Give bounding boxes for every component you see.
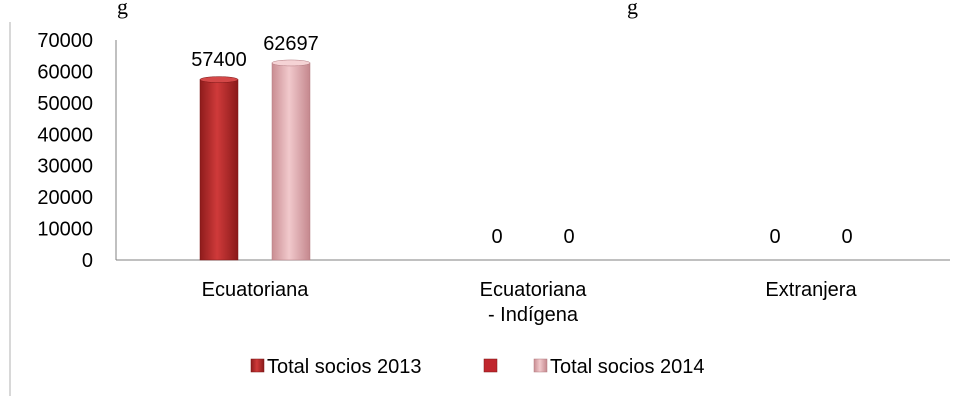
- y-tick-label: 70000: [37, 30, 93, 52]
- data-label-series-1-cat-3: 0: [769, 226, 780, 248]
- legend-label-series-1: Total socios 2013: [267, 356, 422, 378]
- y-tick-labels: 0 10000 20000 30000 40000 50000 60000 70000: [37, 30, 93, 272]
- data-label-series-1-cat-2: 0: [491, 226, 502, 248]
- caption-fragment-left: g: [117, 0, 128, 19]
- bar-series-1-cat-1: [199, 79, 239, 261]
- data-labels: 57400 62697 0 0 0 0: [191, 33, 852, 248]
- caption-fragment-right: g: [627, 0, 638, 19]
- legend-label-series-2: Total socios 2014: [550, 356, 705, 378]
- y-tick-label: 50000: [37, 93, 93, 115]
- data-label-series-2-cat-1: 62697: [263, 33, 319, 55]
- bar-cap-series-1-cat-1: [199, 76, 239, 83]
- category-label: - Indígena: [488, 304, 579, 326]
- data-label-series-2-cat-3: 0: [841, 226, 852, 248]
- y-tick-label: 20000: [37, 187, 93, 209]
- y-tick-label: 0: [82, 250, 93, 272]
- legend-marker-series-2: [533, 358, 548, 373]
- legend: Total socios 2013 Total socios 2014: [250, 356, 705, 378]
- legend-marker-extra: [483, 358, 498, 373]
- data-label-series-2-cat-2: 0: [563, 226, 574, 248]
- category-label: Ecuatoriana: [202, 279, 310, 301]
- legend-marker-series-1: [250, 358, 265, 373]
- bar-series-2-cat-1: [271, 62, 311, 261]
- category-labels: Ecuatoriana Ecuatoriana - Indígena Extranje…: [202, 279, 858, 326]
- y-tick-label: 30000: [37, 156, 93, 178]
- category-label: Ecuatoriana: [480, 279, 588, 301]
- y-tick-label: 60000: [37, 61, 93, 83]
- y-tick-label: 10000: [37, 219, 93, 241]
- bar-cap-series-2-cat-1: [271, 59, 311, 67]
- y-tick-label: 40000: [37, 124, 93, 146]
- data-label-series-1-cat-1: 57400: [191, 49, 247, 71]
- bars: [199, 59, 311, 261]
- category-label: Extranjera: [765, 279, 857, 301]
